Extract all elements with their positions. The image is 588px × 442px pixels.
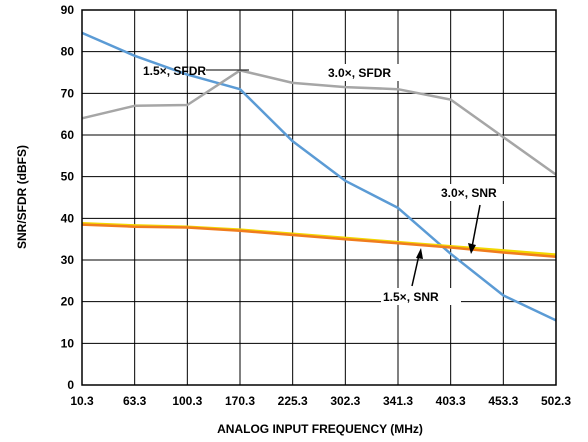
x-axis-title: ANALOG INPUT FREQUENCY (MHz) [217, 422, 423, 436]
annotation-1-5x-snr-bg [381, 288, 461, 305]
y-tick-label: 40 [61, 211, 75, 225]
y-tick-labels: 0 10 20 30 40 50 60 70 80 90 [61, 3, 75, 392]
plot-border [81, 9, 557, 386]
series-line-1-5x-sfdr [81, 31, 557, 322]
x-tick-label: 63.3 [123, 394, 147, 408]
y-tick-label: 30 [61, 253, 75, 267]
y-tick-label: 90 [61, 3, 75, 17]
annotation-1-5x-snr-arrowhead [416, 248, 423, 259]
x-tick-label: 453.3 [488, 394, 518, 408]
y-tick-label: 80 [61, 45, 75, 59]
series-line-1-5x-snr [81, 223, 557, 258]
x-tick-label: 403.3 [436, 394, 466, 408]
y-axis-title: SNR/SFDR (dBFS) [15, 145, 29, 249]
series-line-3-0x-sfdr [81, 69, 557, 176]
annotation-3-0x-snr: 3.0×, SNR [441, 186, 497, 200]
x-tick-label: 10.3 [70, 394, 94, 408]
y-tick-label: 50 [61, 170, 75, 184]
annotation-3-0x-snr-bg [436, 184, 524, 201]
y-tick-label: 0 [67, 378, 74, 392]
annotation-3-0x-sfdr-bg [324, 64, 416, 81]
x-tick-label: 341.3 [383, 394, 413, 408]
y-tick-label: 10 [61, 336, 75, 350]
y-tick-label: 70 [61, 86, 75, 100]
x-tick-label: 302.3 [330, 394, 360, 408]
annotation-1-5x-sfdr: 1.5×, SFDR [143, 64, 206, 78]
annotation-1-5x-snr: 1.5×, SNR [383, 290, 439, 304]
y-tick-label: 60 [61, 128, 75, 142]
x-tick-label: 225.3 [278, 394, 308, 408]
annotation-1-5x-snr-arrow-shaft [411, 254, 420, 287]
y-tick-label: 20 [61, 295, 75, 309]
annotations: 1.5×, SFDR 3.0×, SFDR 3.0×, SNR 1.5×, SN… [143, 64, 524, 305]
x-tick-label: 170.3 [225, 394, 255, 408]
x-tick-labels: 10.3 63.3 100.3 170.3 225.3 302.3 341.3 403.3 45… [70, 394, 571, 408]
x-tick-label: 502.3 [541, 394, 571, 408]
annotation-3-0x-sfdr: 3.0×, SFDR [328, 66, 391, 80]
x-tick-label: 100.3 [172, 394, 202, 408]
series-layer [81, 31, 557, 322]
annotation-3-0x-snr-arrowhead [468, 243, 476, 254]
annotation-3-0x-snr-arrow-shaft [471, 204, 481, 248]
